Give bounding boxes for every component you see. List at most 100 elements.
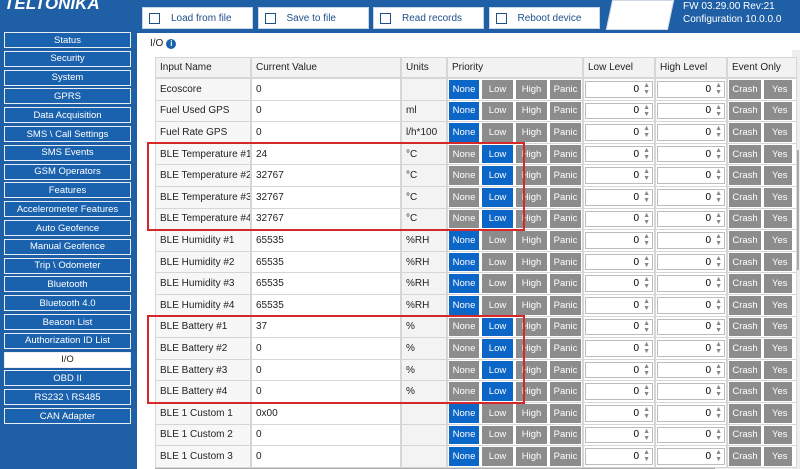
spinner[interactable]: ▲ ▼: [715, 146, 722, 161]
event-button[interactable]: Yes: [764, 274, 792, 293]
priority-button[interactable]: High: [516, 274, 547, 293]
priority-button[interactable]: Low: [482, 360, 513, 380]
sidebar-item[interactable]: CAN Adapter: [4, 408, 131, 424]
spinner[interactable]: ▲ ▼: [643, 319, 650, 334]
level-input[interactable]: 0 ▲ ▼: [585, 81, 653, 98]
sidebar-item[interactable]: OBD II: [4, 370, 131, 387]
event-button[interactable]: Yes: [764, 166, 792, 185]
level-input[interactable]: 0 ▲ ▼: [585, 189, 653, 206]
sidebar-item[interactable]: Bluetooth 4.0: [4, 295, 131, 312]
spinner[interactable]: ▲ ▼: [643, 449, 650, 464]
priority-button[interactable]: None: [449, 447, 479, 466]
spinner[interactable]: ▲ ▼: [715, 406, 722, 420]
level-input[interactable]: 0 ▲ ▼: [585, 210, 653, 228]
priority-button[interactable]: None: [449, 252, 479, 272]
spinner[interactable]: ▲ ▼: [643, 341, 650, 356]
priority-button[interactable]: Panic: [550, 382, 581, 401]
priority-button[interactable]: Low: [482, 123, 513, 142]
sidebar-item[interactable]: Manual Geofence: [4, 238, 131, 255]
priority-button[interactable]: High: [516, 296, 547, 315]
priority-button[interactable]: Low: [482, 166, 513, 185]
event-button[interactable]: Crash: [729, 209, 761, 229]
priority-button[interactable]: Low: [482, 188, 513, 207]
priority-button[interactable]: Panic: [550, 101, 581, 121]
spinner[interactable]: ▲ ▼: [715, 190, 722, 204]
spinner[interactable]: ▲ ▼: [643, 211, 650, 226]
spinner[interactable]: ▲ ▼: [715, 254, 722, 269]
event-button[interactable]: Crash: [729, 188, 761, 207]
spinner[interactable]: ▲ ▼: [643, 82, 650, 96]
priority-button[interactable]: High: [516, 447, 547, 466]
level-input[interactable]: 0 ▲ ▼: [657, 426, 725, 444]
priority-button[interactable]: None: [449, 317, 479, 337]
level-input[interactable]: 0 ▲ ▼: [585, 275, 653, 292]
event-button[interactable]: Crash: [729, 339, 761, 358]
level-input[interactable]: 0 ▲ ▼: [585, 340, 653, 357]
level-input[interactable]: 0 ▲ ▼: [585, 318, 653, 336]
priority-button[interactable]: Panic: [550, 209, 581, 229]
event-button[interactable]: Yes: [764, 209, 792, 229]
priority-button[interactable]: Panic: [550, 360, 581, 380]
priority-button[interactable]: High: [516, 101, 547, 121]
level-input[interactable]: 0 ▲ ▼: [585, 167, 653, 184]
event-button[interactable]: Crash: [729, 317, 761, 337]
sidebar-item[interactable]: System: [4, 69, 131, 86]
level-input[interactable]: 0 ▲ ▼: [585, 297, 653, 314]
priority-button[interactable]: Panic: [550, 252, 581, 272]
priority-button[interactable]: Panic: [550, 447, 581, 466]
spinner[interactable]: ▲ ▼: [715, 384, 722, 399]
level-input[interactable]: 0 ▲ ▼: [657, 102, 725, 120]
toolbar-button[interactable]: Save to file: [257, 7, 369, 29]
priority-button[interactable]: None: [449, 339, 479, 358]
sidebar-item[interactable]: Authorization ID List: [4, 332, 131, 349]
spinner[interactable]: ▲ ▼: [643, 254, 650, 269]
priority-button[interactable]: Low: [482, 447, 513, 466]
event-button[interactable]: Yes: [764, 144, 792, 164]
event-button[interactable]: Crash: [729, 274, 761, 293]
spinner[interactable]: ▲ ▼: [715, 82, 722, 96]
level-input[interactable]: 0 ▲ ▼: [657, 297, 725, 314]
sidebar-item[interactable]: Status: [4, 32, 131, 48]
level-input[interactable]: 0 ▲ ▼: [585, 361, 653, 379]
priority-button[interactable]: Panic: [550, 274, 581, 293]
level-input[interactable]: 0 ▲ ▼: [585, 124, 653, 141]
spinner[interactable]: ▲ ▼: [643, 103, 650, 118]
event-button[interactable]: Crash: [729, 425, 761, 445]
level-input[interactable]: 0 ▲ ▼: [585, 405, 653, 422]
level-input[interactable]: 0 ▲ ▼: [657, 124, 725, 141]
event-button[interactable]: Crash: [729, 80, 761, 99]
priority-button[interactable]: Panic: [550, 80, 581, 99]
priority-button[interactable]: Panic: [550, 339, 581, 358]
priority-button[interactable]: None: [449, 144, 479, 164]
priority-button[interactable]: None: [449, 80, 479, 99]
priority-button[interactable]: None: [449, 123, 479, 142]
level-input[interactable]: 0 ▲ ▼: [657, 340, 725, 357]
level-input[interactable]: 0 ▲ ▼: [657, 448, 725, 465]
spinner[interactable]: ▲ ▼: [715, 168, 722, 183]
priority-button[interactable]: None: [449, 404, 479, 423]
sidebar-item[interactable]: SMS \ Call Settings: [4, 126, 131, 142]
spinner[interactable]: ▲ ▼: [643, 298, 650, 312]
info-icon[interactable]: i: [166, 38, 177, 49]
priority-button[interactable]: None: [449, 360, 479, 380]
priority-button[interactable]: Low: [482, 252, 513, 272]
level-input[interactable]: 0 ▲ ▼: [657, 383, 725, 400]
priority-button[interactable]: High: [516, 425, 547, 445]
sidebar-item[interactable]: Auto Geofence: [4, 220, 131, 236]
spinner[interactable]: ▲ ▼: [643, 427, 650, 442]
event-button[interactable]: Yes: [764, 80, 792, 99]
level-input[interactable]: 0 ▲ ▼: [657, 167, 725, 184]
event-button[interactable]: Yes: [764, 339, 792, 358]
toolbar-button[interactable]: Read records: [373, 7, 484, 29]
priority-button[interactable]: High: [516, 123, 547, 142]
level-input[interactable]: 0 ▲ ▼: [585, 102, 653, 120]
event-button[interactable]: Yes: [764, 123, 792, 142]
priority-button[interactable]: Low: [482, 425, 513, 445]
level-input[interactable]: 0 ▲ ▼: [585, 232, 653, 249]
event-button[interactable]: Crash: [729, 252, 761, 272]
priority-button[interactable]: Panic: [550, 166, 581, 185]
spinner[interactable]: ▲ ▼: [643, 233, 650, 248]
event-button[interactable]: Yes: [764, 188, 792, 207]
event-button[interactable]: Yes: [764, 447, 792, 466]
priority-button[interactable]: Low: [482, 80, 513, 99]
